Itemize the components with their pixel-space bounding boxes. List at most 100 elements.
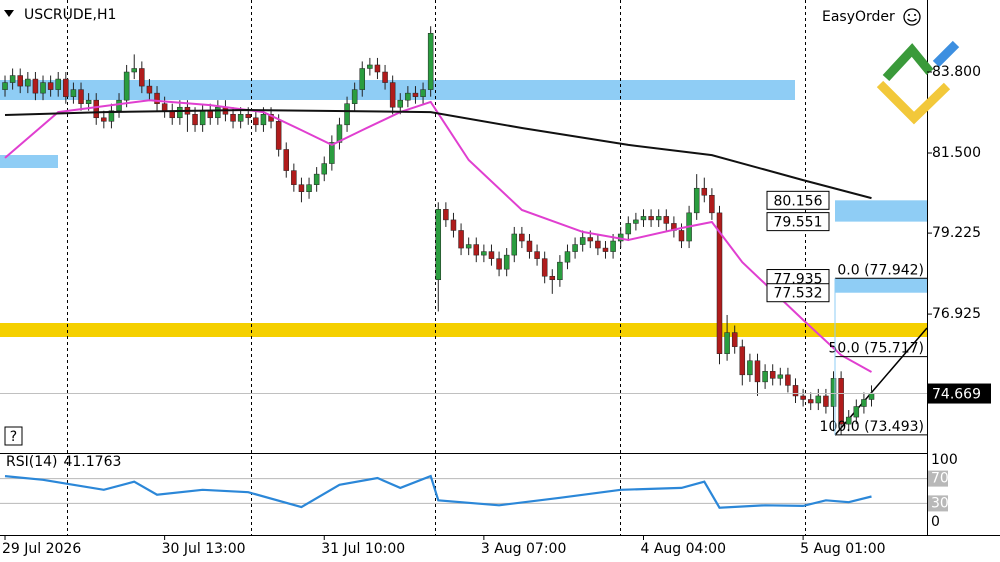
candle-body — [739, 346, 746, 376]
candle-body — [329, 142, 335, 164]
candle-body — [123, 71, 130, 101]
candle-body — [640, 216, 647, 221]
candle-body — [557, 261, 563, 281]
candle-body — [9, 75, 16, 83]
moving-average — [4, 99, 872, 373]
candle-body — [192, 114, 198, 126]
candle-body — [655, 216, 662, 221]
candle-body — [108, 110, 115, 122]
y-tick-label: 81.500 — [932, 145, 981, 161]
x-tick-label: 31 Jul 10:00 — [321, 541, 405, 557]
fib-label: 0.0 (77.942) — [837, 262, 924, 278]
help-label[interactable]: ? — [10, 429, 17, 445]
candle-body — [298, 184, 305, 192]
candle-body — [47, 82, 54, 90]
fib-label: 50.0 (75.717) — [828, 341, 924, 357]
candle-body — [2, 82, 8, 90]
candle-body — [754, 360, 761, 383]
candle-body — [579, 237, 586, 245]
candle-body — [830, 378, 837, 407]
candle-body — [861, 399, 867, 407]
dropdown-icon[interactable] — [4, 10, 14, 17]
help-button[interactable] — [4, 426, 23, 446]
candle-body — [139, 68, 145, 87]
price-box — [766, 212, 830, 232]
easy-order[interactable]: EasyOrder — [822, 9, 895, 25]
candle-body — [450, 219, 457, 231]
candle-body — [207, 110, 213, 119]
zone — [0, 155, 58, 168]
symbol-title: USCRUDE,H1 — [24, 7, 116, 23]
candle-body — [716, 212, 723, 354]
last-price-label: 74.669 — [932, 387, 981, 403]
y-tick-label: 100 — [931, 452, 958, 468]
last-price-tag — [928, 383, 991, 404]
layers — [0, 0, 927, 535]
candle-body — [237, 114, 244, 122]
candle-body — [397, 99, 404, 108]
candle-body — [215, 106, 221, 119]
candle-body — [177, 106, 183, 119]
candle-body — [587, 237, 594, 242]
candle-body — [595, 240, 601, 249]
candle-body — [389, 82, 396, 108]
candle-body — [564, 251, 571, 263]
candle-body — [815, 395, 822, 404]
y-tick-label: 83.800 — [932, 64, 981, 80]
candle-body — [253, 117, 259, 126]
candle-body — [610, 240, 616, 252]
candle-body — [792, 385, 799, 397]
smiley-icon[interactable] — [903, 8, 921, 26]
candle-body — [154, 92, 160, 104]
y-tick-label: 0 — [931, 514, 940, 530]
y-tick-label: 70 — [931, 471, 949, 487]
candle-body — [853, 406, 860, 418]
candle-body — [260, 114, 267, 126]
candle-body — [769, 371, 776, 379]
candle-body — [351, 89, 358, 104]
price-box-label: 77.532 — [774, 286, 823, 302]
candle-body — [161, 103, 168, 111]
zone — [0, 323, 927, 337]
candle-body — [40, 82, 46, 94]
x-tick-label: 3 Aug 07:00 — [481, 541, 567, 557]
candle-body — [405, 92, 411, 101]
candle-body — [678, 230, 685, 242]
candle-body — [313, 173, 320, 185]
candle-body — [230, 114, 236, 122]
candle-body — [519, 233, 525, 242]
candle-body — [131, 68, 137, 73]
candle-body — [807, 399, 814, 404]
candle-body — [199, 110, 206, 126]
candle-body — [458, 230, 464, 249]
candle-body — [838, 378, 844, 425]
zone — [0, 80, 795, 100]
candle-body — [55, 78, 61, 90]
candle-body — [367, 64, 373, 69]
candle-body — [93, 99, 99, 119]
candle-body — [78, 89, 84, 104]
logo — [876, 40, 960, 125]
y-tick-label: 76.925 — [932, 306, 981, 322]
x-tick-label: 30 Jul 13:00 — [162, 541, 246, 557]
price-zone — [835, 200, 927, 222]
price-box-label: 79.551 — [774, 215, 823, 231]
candle-body — [800, 395, 806, 400]
x-tick-label: 4 Aug 04:00 — [640, 541, 726, 557]
candle-body — [101, 117, 107, 122]
candle-body — [32, 78, 39, 94]
price-box-label: 80.156 — [774, 193, 823, 209]
price-zone — [835, 278, 927, 293]
candle-body — [427, 33, 434, 90]
candle-body — [747, 360, 753, 376]
candle-body — [359, 68, 366, 90]
candle-body — [465, 244, 472, 249]
candle-body — [374, 64, 381, 73]
candle-body — [420, 89, 426, 97]
candle-body — [25, 78, 31, 87]
candle-body — [473, 244, 480, 256]
x-tick-label: 5 Aug 01:00 — [800, 541, 886, 557]
candle-body — [602, 247, 609, 252]
